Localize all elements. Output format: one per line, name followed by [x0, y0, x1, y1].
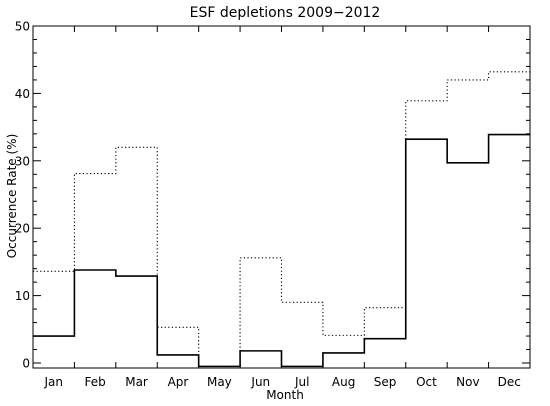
y-tick-label: 40 — [15, 87, 30, 101]
x-tick-label: Aug — [332, 375, 355, 389]
y-axis-ticks: 0 10 20 30 40 50 — [15, 20, 530, 371]
x-tick-label: Sep — [374, 375, 397, 389]
x-tick-label: Feb — [85, 375, 106, 389]
x-axis-label: Month — [266, 388, 304, 402]
x-tick-label: Jul — [294, 375, 309, 389]
y-tick-label: 10 — [15, 289, 30, 303]
x-tick-label: Mar — [125, 375, 148, 389]
chart-title: ESF depletions 2009−2012 — [190, 5, 381, 21]
x-tick-label: Nov — [456, 375, 479, 389]
x-tick-label: Oct — [416, 375, 437, 389]
plot-frame — [32, 25, 531, 369]
x-tick-label: Apr — [168, 375, 189, 389]
x-tick-label: May — [207, 375, 232, 389]
series-group — [33, 71, 530, 368]
series-solid-line — [33, 133, 530, 368]
series-dotted-line — [33, 71, 530, 367]
x-tick-label: Jun — [250, 375, 270, 389]
y-tick-label: 0 — [22, 357, 30, 371]
y-axis-label: Occurrence Rate (%) — [5, 134, 19, 259]
y-tick-label: 30 — [15, 154, 30, 168]
x-tick-label: Jan — [43, 375, 63, 389]
x-tick-label: Dec — [498, 375, 521, 389]
y-tick-label: 50 — [15, 20, 30, 34]
y-tick-label: 20 — [15, 222, 30, 236]
x-axis-ticks: Jan Feb Mar Apr May Jun Jul Aug Sep Oct Nov Dec — [43, 26, 521, 389]
